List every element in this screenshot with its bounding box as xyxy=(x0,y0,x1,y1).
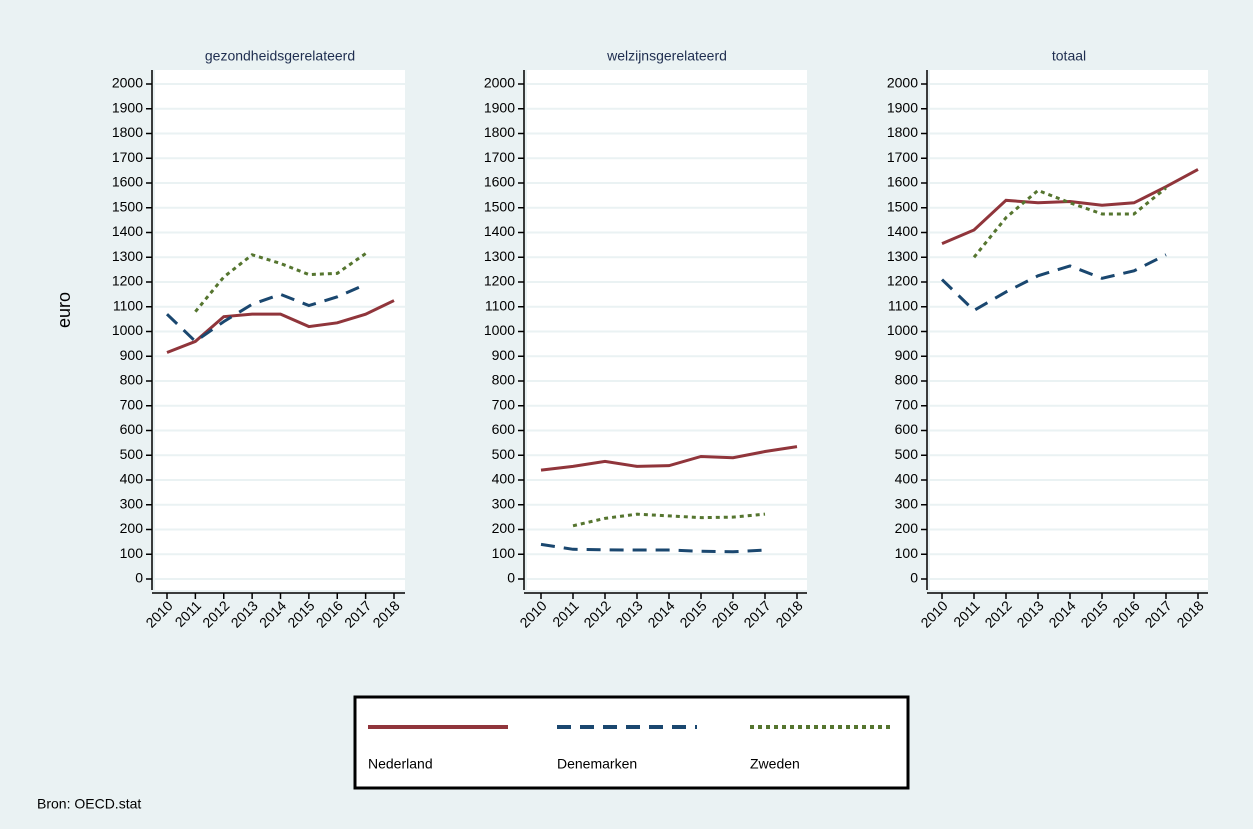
y-tick-label: 300 xyxy=(120,495,144,511)
y-tick-label: 1900 xyxy=(484,99,515,115)
y-tick-label: 400 xyxy=(492,471,516,487)
y-tick-label: 200 xyxy=(895,520,919,536)
y-tick-label: 900 xyxy=(895,347,919,363)
y-tick-label: 600 xyxy=(895,421,919,437)
plot-area xyxy=(155,70,405,590)
y-tick-label: 1400 xyxy=(887,223,918,239)
plot-area xyxy=(930,70,1208,590)
y-tick-label: 200 xyxy=(120,520,144,536)
y-tick-label: 1100 xyxy=(888,297,918,313)
y-tick-label: 100 xyxy=(120,545,144,561)
y-tick-label: 1400 xyxy=(484,223,515,239)
y-tick-label: 2000 xyxy=(887,75,918,91)
series-line xyxy=(194,252,367,313)
y-tick-label: 1700 xyxy=(887,149,918,165)
series-line xyxy=(940,253,1167,313)
y-tick-label: 1900 xyxy=(112,99,143,115)
y-tick-label: 1900 xyxy=(887,99,918,115)
y-tick-label: 1100 xyxy=(113,297,143,313)
series-line xyxy=(540,542,766,554)
y-tick-label: 1000 xyxy=(887,322,918,338)
y-tick-label: 800 xyxy=(492,372,516,388)
y-axis-label: euro xyxy=(54,292,74,328)
legend-box xyxy=(353,695,910,790)
y-tick-label: 1200 xyxy=(112,273,143,289)
y-tick-label: 1600 xyxy=(484,174,515,190)
y-tick-label: 700 xyxy=(895,396,919,412)
y-tick-label: 1000 xyxy=(112,322,143,338)
y-tick-label: 800 xyxy=(895,372,919,388)
legend-label: Denemarken xyxy=(557,756,637,772)
y-tick-label: 1800 xyxy=(484,124,515,140)
y-tick-label: 1200 xyxy=(484,273,515,289)
y-tick-label: 2000 xyxy=(484,75,515,91)
y-tick-label: 900 xyxy=(120,347,144,363)
y-tick-label: 1300 xyxy=(887,248,918,264)
series-line xyxy=(972,186,1167,259)
series-line xyxy=(540,445,798,472)
y-tick-label: 800 xyxy=(120,372,144,388)
y-tick-label: 700 xyxy=(492,396,516,412)
y-tick-label: 100 xyxy=(895,545,919,561)
y-tick-label: 1500 xyxy=(112,198,143,214)
y-tick-label: 200 xyxy=(492,520,516,536)
y-tick-label: 600 xyxy=(120,421,144,437)
legend-label: Nederland xyxy=(368,756,433,772)
y-tick-label: 1100 xyxy=(485,297,515,313)
y-tick-label: 500 xyxy=(120,446,144,462)
y-tick-label: 1600 xyxy=(887,174,918,190)
panel-title: gezondheidsgerelateerd xyxy=(205,48,355,64)
y-tick-label: 1400 xyxy=(112,223,143,239)
series-line xyxy=(165,283,367,344)
y-tick-label: 2000 xyxy=(112,75,143,91)
legend-label: Zweden xyxy=(750,756,800,772)
y-tick-label: 0 xyxy=(135,570,143,586)
y-tick-label: 1500 xyxy=(887,198,918,214)
y-tick-label: 0 xyxy=(507,570,515,586)
y-tick-label: 1300 xyxy=(484,248,515,264)
y-tick-label: 500 xyxy=(895,446,919,462)
y-tick-label: 300 xyxy=(895,495,919,511)
panel-title: totaal xyxy=(1052,48,1086,64)
plot-area xyxy=(527,70,807,590)
y-tick-label: 1800 xyxy=(112,124,143,140)
y-tick-label: 500 xyxy=(492,446,516,462)
y-tick-label: 1000 xyxy=(484,322,515,338)
y-tick-label: 300 xyxy=(492,495,516,511)
y-tick-label: 400 xyxy=(895,471,919,487)
y-tick-label: 1500 xyxy=(484,198,515,214)
y-tick-label: 1300 xyxy=(112,248,143,264)
y-tick-label: 1700 xyxy=(112,149,143,165)
y-tick-label: 600 xyxy=(492,421,516,437)
source-note: Bron: OECD.stat xyxy=(37,796,141,812)
y-tick-label: 700 xyxy=(120,396,144,412)
y-tick-label: 100 xyxy=(492,545,516,561)
y-tick-label: 400 xyxy=(120,471,144,487)
y-tick-label: 0 xyxy=(910,570,918,586)
y-tick-label: 1200 xyxy=(887,273,918,289)
y-tick-label: 1800 xyxy=(887,124,918,140)
y-tick-label: 900 xyxy=(492,347,516,363)
y-tick-label: 1600 xyxy=(112,174,143,190)
panel-title: welzijnsgerelateerd xyxy=(606,48,727,64)
series-line xyxy=(572,512,766,528)
y-tick-label: 1700 xyxy=(484,149,515,165)
series-line xyxy=(941,168,1199,246)
